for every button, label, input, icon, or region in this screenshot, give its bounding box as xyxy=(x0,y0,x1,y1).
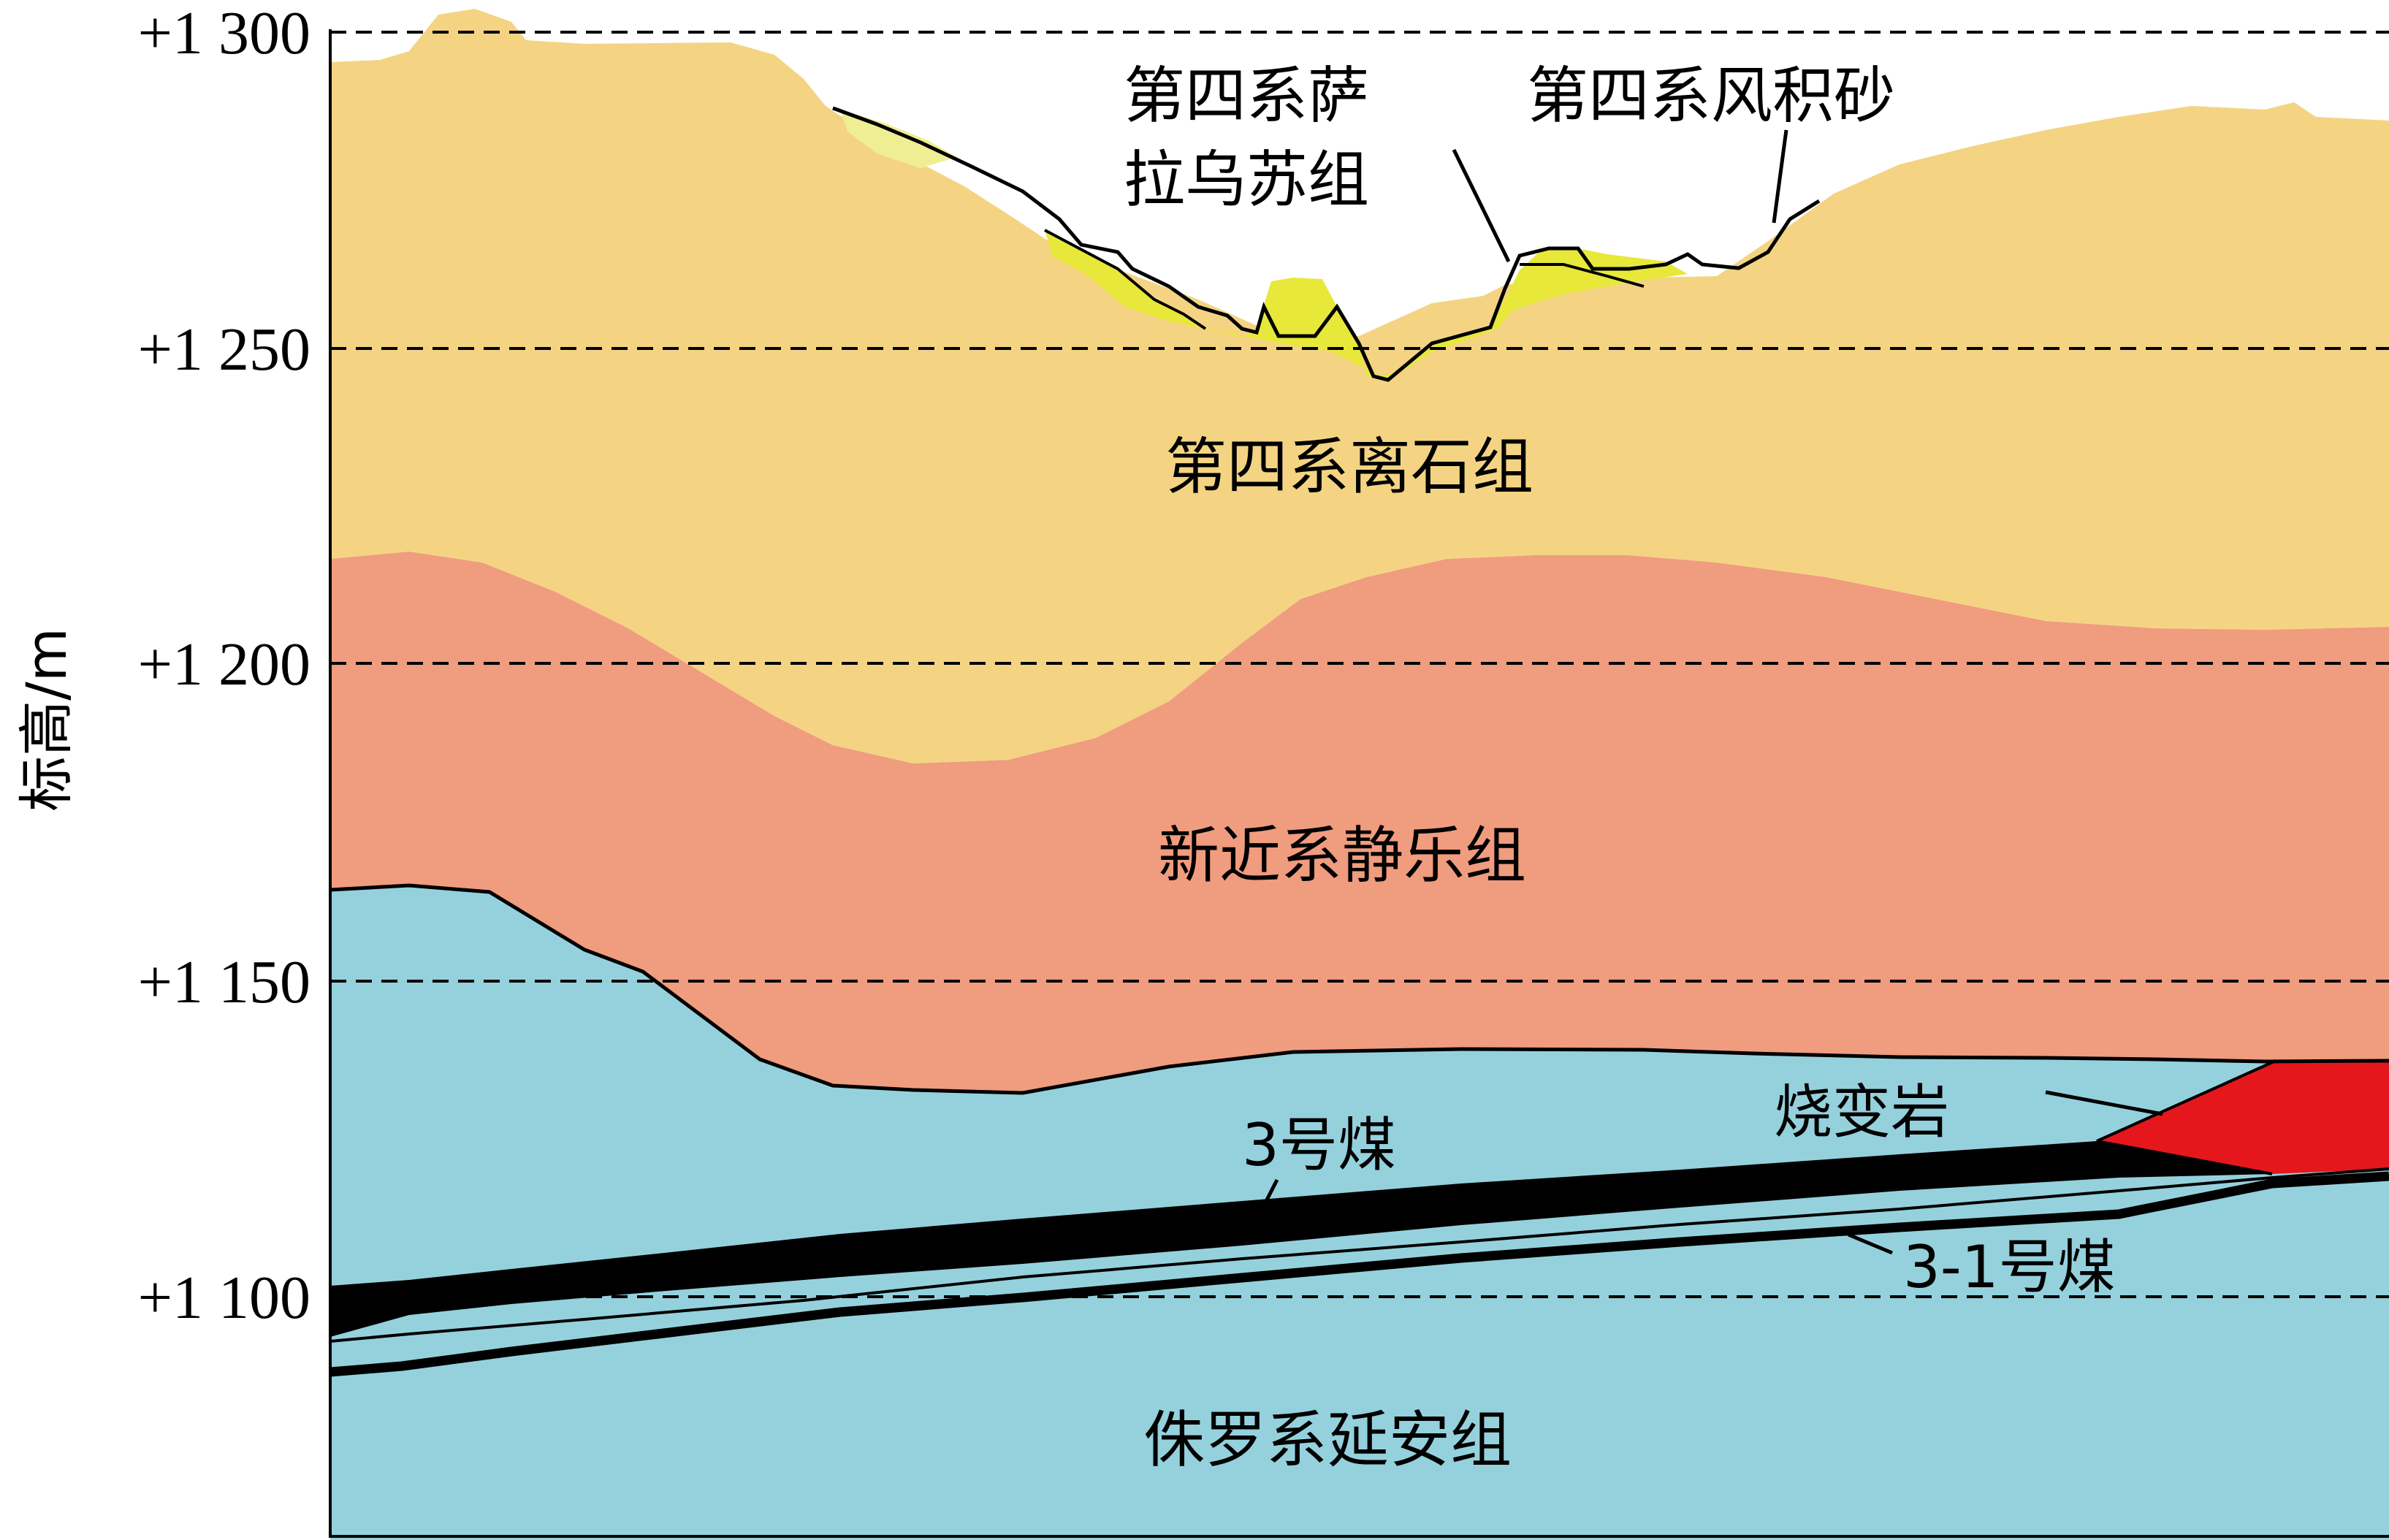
salawusu-base-line xyxy=(1044,229,1645,330)
label-yanan: 侏罗系延安组 xyxy=(1143,1404,1512,1476)
quaternary-lishi-layer xyxy=(330,9,2389,763)
ytick-label: +1 100 xyxy=(138,1264,310,1332)
ytick-label: +1 300 xyxy=(138,0,310,67)
quaternary-aeolian-sand xyxy=(840,110,957,168)
coal-seam-3-1 xyxy=(329,1171,2389,1377)
leader-coal-3-1 xyxy=(1848,1232,1893,1255)
label-salawusu-line2: 拉乌苏组 xyxy=(1124,144,1369,216)
ytick-label: +1 150 xyxy=(138,948,310,1016)
leader-coal-3 xyxy=(1258,1178,1279,1214)
neogene-jingle-layer xyxy=(330,552,2389,1093)
elevation-gridlines xyxy=(330,31,2389,1298)
label-salawusu-line1: 第四系萨 xyxy=(1124,60,1369,131)
coal-seam-3 xyxy=(330,1141,2272,1337)
label-coal-3: 3号煤 xyxy=(1242,1111,1396,1179)
ground-surface-line xyxy=(832,106,1821,382)
ytick-label: +1 250 xyxy=(138,316,310,384)
coal-seam-3-1-upper-line xyxy=(329,1167,2389,1343)
leader-lines xyxy=(1258,129,2163,1255)
label-lishi: 第四系离石组 xyxy=(1165,431,1533,503)
leader-burnt-rock xyxy=(2045,1090,2163,1116)
quaternary-salawusu-layer xyxy=(1045,230,1688,380)
label-burnt-rock: 烧变岩 xyxy=(1774,1078,1949,1146)
burnt-rock-layer xyxy=(2097,1061,2389,1174)
neogene-jurassic-boundary xyxy=(329,883,2389,1095)
label-jingle: 新近系静乐组 xyxy=(1158,820,1526,891)
burnt-rock-boundary xyxy=(2096,1059,2276,1175)
leader-salawusu xyxy=(1452,148,1511,263)
label-coal-3-1: 3-1号煤 xyxy=(1903,1233,2116,1301)
label-aeolian-sand: 第四系风积砂 xyxy=(1527,60,1895,131)
y-axis-label: 标高/m xyxy=(14,628,79,812)
y-axis: +1 300 +1 250 +1 200 +1 150 +1 100 标高/m xyxy=(14,0,310,1332)
ytick-label: +1 200 xyxy=(138,630,310,698)
leader-aeolian-sand xyxy=(1772,129,1788,224)
